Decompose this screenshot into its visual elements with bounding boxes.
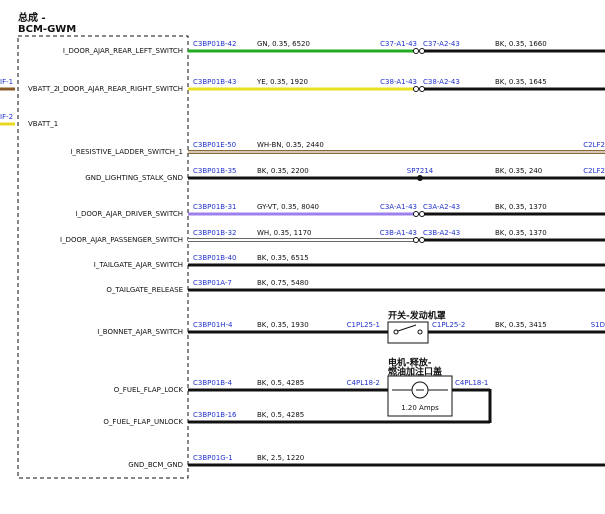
wire-spec: WH-BN, 0.35, 2440	[257, 141, 324, 149]
connector-label: C1PL25-1	[347, 321, 380, 329]
connector-label: C3A-A1-43	[380, 203, 417, 211]
component-title: 电机-释放-	[388, 357, 432, 369]
splice-label: SP7214	[407, 167, 434, 175]
pin-label: VBATT_1	[28, 120, 58, 128]
connector-label: C3B-A1-43	[380, 229, 417, 237]
wire-spec: BK, 0.35, 1645	[495, 78, 547, 86]
pin-label: O_TAILGATE_RELEASE	[106, 286, 183, 294]
wire-spec: BK, 0.5, 4285	[257, 411, 304, 419]
pin-label: I_DOOR_AJAR_REAR_LEFT_SWITCH	[63, 47, 183, 55]
inline-connector	[419, 48, 425, 54]
connector-label: C3BP01B-32	[193, 229, 237, 237]
connector-label: C3B-A2-43	[423, 229, 460, 237]
wire-spec: BK, 0.35, 1370	[495, 229, 547, 237]
pin-label: I_DOOR_AJAR_PASSENGER_SWITCH	[60, 236, 183, 244]
connector-label: C3BP01B-16	[193, 411, 237, 419]
connector-label: C3BP01B-40	[193, 254, 237, 262]
connector-label: C4PL18-2	[347, 379, 380, 387]
end-ref: S1D	[591, 321, 605, 329]
connector-label: C3BP01A-7	[193, 279, 232, 287]
component-rating: 1.20 Amps	[401, 404, 439, 412]
pin-label: VBATT_2	[28, 85, 58, 93]
module-box	[17, 35, 189, 479]
pin-label: GND_LIGHTING_STALK_GND	[85, 174, 183, 182]
wire-spec: BK, 0.75, 5480	[257, 279, 309, 287]
pin-label: I_DOOR_AJAR_DRIVER_SWITCH	[75, 210, 183, 218]
fuel-flap-motor	[387, 375, 453, 417]
pin-label: I_TAILGATE_AJAR_SWITCH	[94, 261, 183, 269]
end-ref: C2LF2	[583, 167, 605, 175]
module-title: 总成 -	[18, 11, 46, 24]
wire-spec: BK, 0.35, 3415	[495, 321, 547, 329]
connector-label: C38-A1-43	[380, 78, 417, 86]
wire-spec: BK, 0.35, 1370	[495, 203, 547, 211]
connector-label: C1PL25-2	[432, 321, 465, 329]
pin-label: O_FUEL_FLAP_UNLOCK	[103, 418, 183, 426]
splice-dot	[417, 175, 423, 181]
pin-label: GND_BCM_GND	[128, 461, 183, 469]
connector-label: C3BP01E-50	[193, 141, 236, 149]
inline-connector	[419, 86, 425, 92]
inline-connector	[419, 237, 425, 243]
component-title: 开关-发动机罩	[388, 310, 446, 322]
component-subtitle: 燃油加注口盖	[388, 366, 442, 378]
connector-label: C38-A2-43	[423, 78, 460, 86]
connector-label: C3BP01B-43	[193, 78, 237, 86]
inline-connector	[413, 48, 419, 54]
connector-label: C3BP01H-4	[193, 321, 233, 329]
wire-spec: BK, 0.35, 2200	[257, 167, 309, 175]
inline-connector	[413, 86, 419, 92]
connector-label: C4PL18-1	[455, 379, 488, 387]
inline-connector	[419, 211, 425, 217]
pin-label: I_RESISTIVE_LADDER_SWITCH_1	[70, 148, 183, 156]
connector-label: C3BP01B-42	[193, 40, 237, 48]
pin-label: I_DOOR_AJAR_REAR_RIGHT_SWITCH	[58, 85, 184, 93]
wire-spec: BK, 0.35, 6515	[257, 254, 309, 262]
wire-spec: WH, 0.35, 1170	[257, 229, 312, 237]
inline-connector	[413, 237, 419, 243]
connector-label: C3BP01B-4	[193, 379, 233, 387]
connector-label: C3BP01G-1	[193, 454, 233, 462]
module-name: BCM-GWM	[18, 24, 76, 35]
wire-spec: BK, 0.35, 1660	[495, 40, 547, 48]
connector-label: C3BP01B-31	[193, 203, 237, 211]
connector-label: C3BP01B-35	[193, 167, 237, 175]
end-ref: C2LF2	[583, 141, 605, 149]
wire-spec: BK, 0.5, 4285	[257, 379, 304, 387]
connector-label: C37-A1-43	[380, 40, 417, 48]
wire-spec: GN, 0.35, 6520	[257, 40, 310, 48]
connector-label: C37-A2-43	[423, 40, 460, 48]
external-ref: IF-2	[0, 113, 13, 121]
wire-spec: BK, 0.35, 240	[495, 167, 542, 175]
wire-spec: GY-VT, 0.35, 8040	[257, 203, 319, 211]
external-ref: IF-1	[0, 78, 13, 86]
wire-spec: BK, 0.35, 1930	[257, 321, 309, 329]
bonnet-switch	[387, 321, 429, 344]
connector-label: C3A-A2-43	[423, 203, 460, 211]
inline-connector	[413, 211, 419, 217]
pin-label: O_FUEL_FLAP_LOCK	[114, 386, 184, 394]
wire-spec: YE, 0.35, 1920	[256, 78, 308, 86]
pin-label: I_BONNET_AJAR_SWITCH	[97, 328, 183, 336]
wire-spec: BK, 2.5, 1220	[257, 454, 304, 462]
